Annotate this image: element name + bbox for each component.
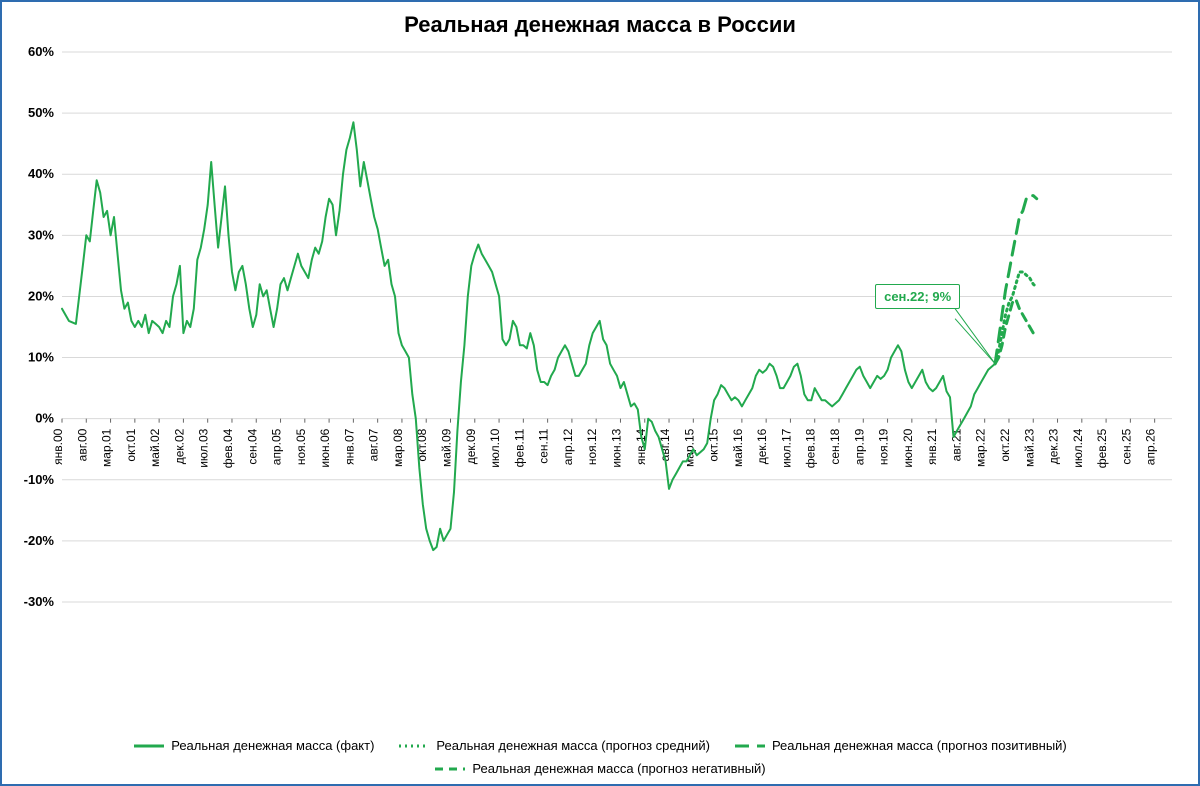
svg-text:сен.11: сен.11	[537, 428, 551, 463]
svg-text:апр.05: апр.05	[270, 428, 284, 465]
legend-item-fact: Реальная денежная масса (факт)	[133, 738, 374, 753]
svg-text:апр.19: апр.19	[852, 428, 866, 465]
svg-text:апр.12: апр.12	[561, 428, 575, 465]
svg-text:сен.04: сен.04	[245, 428, 259, 464]
legend-label: Реальная денежная масса (прогноз негатив…	[472, 761, 765, 776]
svg-text:июн.13: июн.13	[609, 428, 623, 467]
svg-text:авг.07: авг.07	[367, 428, 381, 461]
svg-text:май.16: май.16	[731, 428, 745, 467]
legend-label: Реальная денежная масса (прогноз позитив…	[772, 738, 1067, 753]
svg-text:дек.16: дек.16	[755, 428, 769, 464]
svg-text:июн.06: июн.06	[318, 428, 332, 467]
svg-text:янв.00: янв.00	[51, 428, 65, 465]
svg-text:60%: 60%	[28, 44, 54, 59]
svg-text:дек.02: дек.02	[172, 428, 186, 464]
svg-text:апр.26: апр.26	[1144, 428, 1158, 465]
svg-text:30%: 30%	[28, 227, 54, 242]
svg-text:май.23: май.23	[1022, 428, 1036, 467]
legend-swatch-icon	[434, 762, 466, 776]
svg-text:авг.00: авг.00	[75, 428, 89, 461]
legend-item-pos: Реальная денежная масса (прогноз позитив…	[734, 738, 1067, 753]
svg-text:-10%: -10%	[24, 472, 55, 487]
series-line	[62, 122, 995, 550]
svg-text:40%: 40%	[28, 166, 54, 181]
svg-text:июл.17: июл.17	[779, 428, 793, 467]
svg-text:фев.04: фев.04	[221, 428, 235, 468]
svg-text:мар.22: мар.22	[974, 428, 988, 467]
legend-label: Реальная денежная масса (прогноз средний…	[436, 738, 710, 753]
svg-text:июл.03: июл.03	[197, 428, 211, 467]
svg-text:ноя.05: ноя.05	[294, 428, 308, 465]
svg-text:июн.20: июн.20	[901, 428, 915, 467]
svg-text:дек.09: дек.09	[464, 428, 478, 464]
svg-text:ноя.19: ноя.19	[877, 428, 891, 465]
legend-item-mid: Реальная денежная масса (прогноз средний…	[398, 738, 710, 753]
svg-text:ноя.12: ноя.12	[585, 428, 599, 465]
svg-text:фев.25: фев.25	[1095, 428, 1109, 468]
chart-container: Реальная денежная масса в России -30% -20…	[0, 0, 1200, 786]
svg-text:янв.21: янв.21	[925, 428, 939, 465]
svg-text:20%: 20%	[28, 288, 54, 303]
svg-text:10%: 10%	[28, 350, 54, 365]
svg-text:мар.01: мар.01	[100, 428, 114, 467]
callout-text: сен.22; 9%	[884, 289, 951, 304]
svg-text:сен.25: сен.25	[1119, 428, 1133, 464]
legend-swatch-icon	[734, 739, 766, 753]
svg-text:50%: 50%	[28, 105, 54, 120]
svg-text:0%: 0%	[35, 411, 54, 426]
svg-text:дек.23: дек.23	[1047, 428, 1061, 464]
data-callout: сен.22; 9%	[875, 284, 960, 309]
svg-text:янв.07: янв.07	[342, 428, 356, 465]
legend-item-neg: Реальная денежная масса (прогноз негатив…	[434, 761, 765, 776]
svg-text:окт.01: окт.01	[124, 428, 138, 461]
legend: Реальная денежная масса (факт) Реальная д…	[2, 738, 1198, 776]
svg-text:июл.10: июл.10	[488, 428, 502, 467]
legend-label: Реальная денежная масса (факт)	[171, 738, 374, 753]
chart-title: Реальная денежная масса в России	[2, 12, 1198, 38]
svg-text:май.02: май.02	[148, 428, 162, 467]
svg-text:фев.11: фев.11	[512, 428, 526, 467]
svg-text:сен.18: сен.18	[828, 428, 842, 464]
svg-text:май.09: май.09	[440, 428, 454, 467]
legend-swatch-icon	[133, 739, 165, 753]
svg-text:-30%: -30%	[24, 594, 55, 609]
svg-text:июл.24: июл.24	[1071, 428, 1085, 467]
legend-swatch-icon	[398, 739, 430, 753]
svg-text:фев.18: фев.18	[804, 428, 818, 468]
plot-area: -30% -20% -10% 0% 10% 20% 30% 40% 50% 60% янв.00 ав…	[12, 42, 1192, 712]
svg-text:-20%: -20%	[24, 533, 55, 548]
svg-text:окт.22: окт.22	[998, 428, 1012, 461]
svg-text:мар.08: мар.08	[391, 428, 405, 467]
